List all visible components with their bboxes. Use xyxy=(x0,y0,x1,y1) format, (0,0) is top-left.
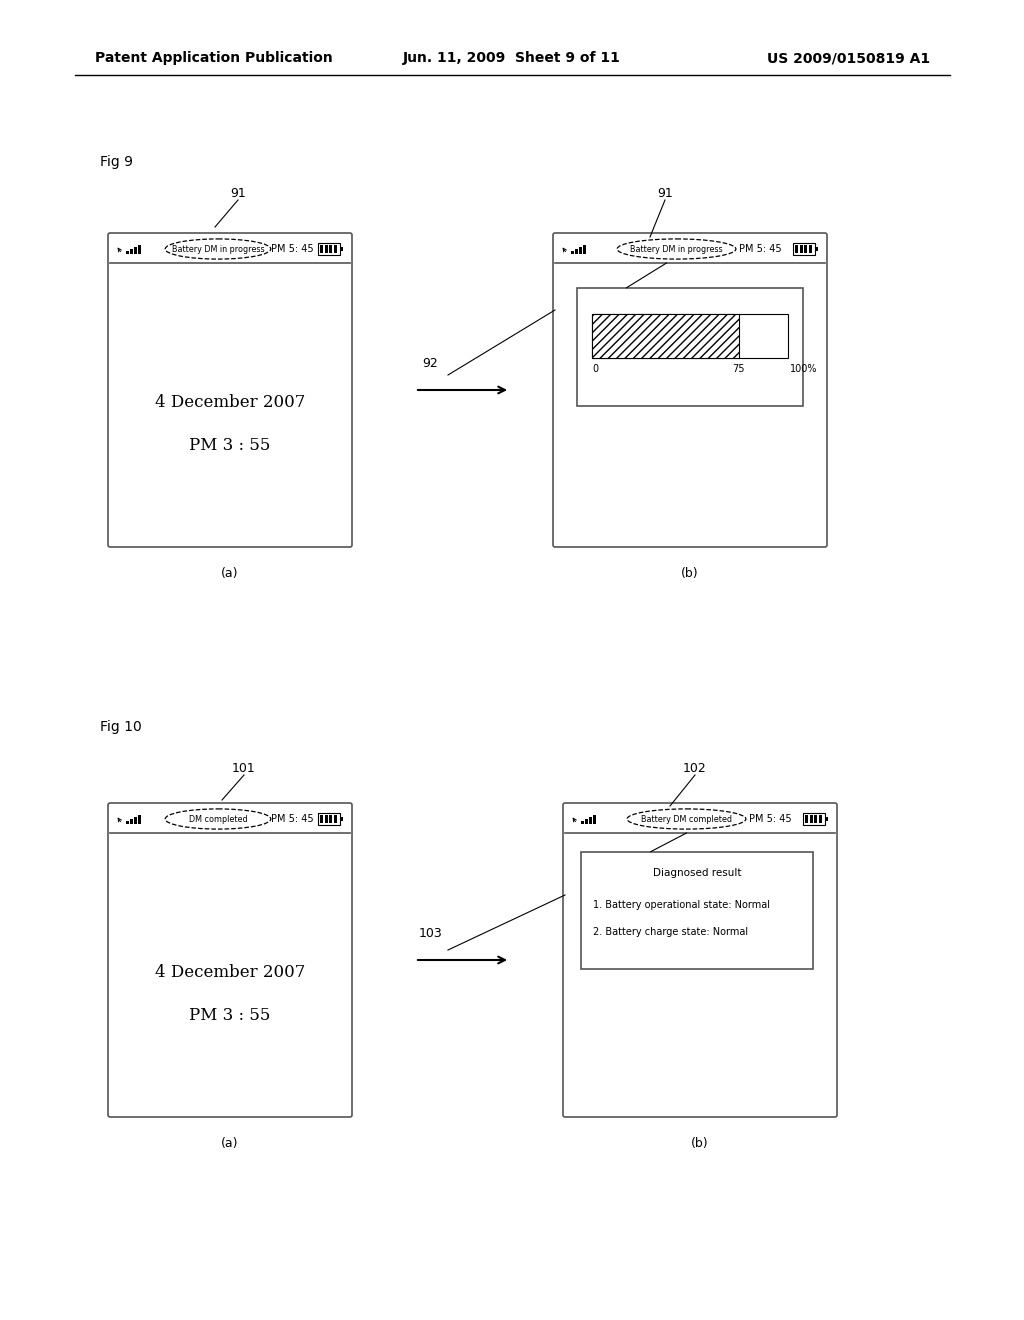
Bar xyxy=(319,814,323,822)
Bar xyxy=(825,817,828,821)
Bar xyxy=(803,813,825,825)
Bar xyxy=(804,246,807,253)
Bar xyxy=(134,247,137,253)
Text: 75: 75 xyxy=(732,364,745,375)
Text: 92: 92 xyxy=(422,356,437,370)
Ellipse shape xyxy=(617,239,736,259)
Text: 4 December 2007: 4 December 2007 xyxy=(155,393,305,411)
Text: 101: 101 xyxy=(232,762,256,775)
Text: US 2009/0150819 A1: US 2009/0150819 A1 xyxy=(767,51,930,65)
FancyBboxPatch shape xyxy=(108,803,352,1117)
Text: Jun. 11, 2009  Sheet 9 of 11: Jun. 11, 2009 Sheet 9 of 11 xyxy=(403,51,621,65)
Bar xyxy=(589,817,592,824)
Bar xyxy=(130,818,133,824)
Text: 91: 91 xyxy=(230,187,246,201)
Text: Patent Application Publication: Patent Application Publication xyxy=(95,51,333,65)
Text: 103: 103 xyxy=(419,927,442,940)
FancyBboxPatch shape xyxy=(553,234,827,546)
Text: PM 5: 45: PM 5: 45 xyxy=(739,244,781,253)
FancyBboxPatch shape xyxy=(108,234,352,546)
Text: Battery DM completed: Battery DM completed xyxy=(641,814,732,824)
Bar xyxy=(815,247,818,251)
Ellipse shape xyxy=(165,809,270,829)
Bar xyxy=(818,814,821,822)
Text: 4 December 2007: 4 December 2007 xyxy=(155,964,305,981)
Bar xyxy=(809,246,811,253)
Bar xyxy=(805,814,808,822)
Bar xyxy=(325,814,328,822)
Bar xyxy=(583,246,586,253)
Bar xyxy=(138,814,141,824)
Bar xyxy=(325,246,328,253)
Bar xyxy=(329,814,332,822)
Text: 0: 0 xyxy=(593,364,599,375)
Bar xyxy=(593,314,787,359)
Bar xyxy=(582,851,813,969)
Bar xyxy=(318,813,340,825)
Text: PM 5: 45: PM 5: 45 xyxy=(271,814,313,824)
Bar xyxy=(814,814,817,822)
Text: 91: 91 xyxy=(657,187,673,201)
Text: Battery DM in progress: Battery DM in progress xyxy=(172,244,264,253)
Bar xyxy=(126,251,129,253)
Text: PM 3 : 55: PM 3 : 55 xyxy=(189,437,270,454)
Text: PM 5: 45: PM 5: 45 xyxy=(271,244,313,253)
Bar xyxy=(793,243,815,255)
Bar xyxy=(334,246,337,253)
Text: (b): (b) xyxy=(691,1137,709,1150)
Text: (b): (b) xyxy=(681,568,698,579)
Bar xyxy=(318,243,340,255)
Bar xyxy=(581,821,584,824)
Bar xyxy=(334,814,337,822)
Text: (a): (a) xyxy=(221,568,239,579)
Bar xyxy=(340,817,343,821)
Bar xyxy=(800,246,803,253)
Bar xyxy=(585,818,588,824)
Text: PM 3 : 55: PM 3 : 55 xyxy=(189,1007,270,1024)
Bar xyxy=(810,814,812,822)
Bar xyxy=(579,247,582,253)
Bar xyxy=(126,821,129,824)
Text: DM completed: DM completed xyxy=(188,814,248,824)
Text: Diagnosed result: Diagnosed result xyxy=(653,867,741,878)
Text: Battery DM in progress: Battery DM in progress xyxy=(630,244,723,253)
Text: Fig 9: Fig 9 xyxy=(100,154,133,169)
Bar xyxy=(130,249,133,253)
Text: 100%: 100% xyxy=(790,364,817,375)
Bar xyxy=(575,249,578,253)
Bar xyxy=(571,251,574,253)
Bar xyxy=(593,314,738,359)
Text: Fig 10: Fig 10 xyxy=(100,719,141,734)
Text: PM 5: 45: PM 5: 45 xyxy=(749,814,792,824)
Text: 1. Battery operational state: Normal: 1. Battery operational state: Normal xyxy=(593,900,770,909)
Text: 102: 102 xyxy=(683,762,707,775)
Bar xyxy=(593,814,596,824)
Text: 2. Battery charge state: Normal: 2. Battery charge state: Normal xyxy=(593,927,748,937)
Bar xyxy=(577,288,804,405)
Bar xyxy=(795,246,798,253)
Bar xyxy=(329,246,332,253)
Ellipse shape xyxy=(165,239,270,259)
Bar xyxy=(138,246,141,253)
Ellipse shape xyxy=(627,809,745,829)
FancyBboxPatch shape xyxy=(563,803,837,1117)
Bar xyxy=(340,247,343,251)
Text: (a): (a) xyxy=(221,1137,239,1150)
Bar xyxy=(134,817,137,824)
Bar xyxy=(319,246,323,253)
